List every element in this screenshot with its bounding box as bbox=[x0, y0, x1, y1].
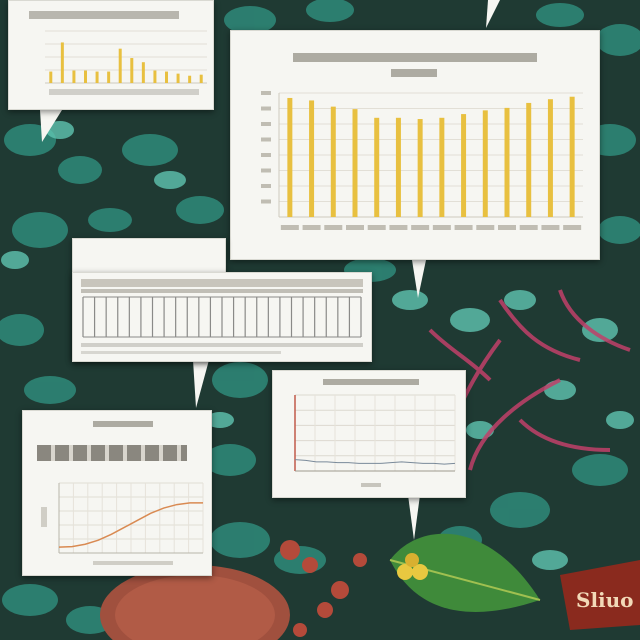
bar bbox=[95, 71, 99, 83]
blurred-y-label bbox=[41, 507, 47, 527]
bar bbox=[395, 117, 401, 217]
blurred-tick-label bbox=[261, 168, 271, 173]
red-berries bbox=[280, 540, 367, 637]
blurred-heading-band bbox=[37, 445, 187, 461]
blurred-tick-label bbox=[454, 225, 473, 230]
bar bbox=[130, 58, 134, 83]
s-curve-chart-card bbox=[22, 410, 212, 576]
blurred-tick-label bbox=[302, 225, 321, 230]
blurred-tick-label bbox=[261, 153, 271, 157]
series-line bbox=[58, 502, 203, 548]
blurred-tick-label bbox=[519, 225, 538, 230]
blurred-tick-label bbox=[476, 225, 495, 230]
sign-board bbox=[560, 560, 640, 630]
blurred-tick-label bbox=[411, 225, 430, 230]
blurred-tick-label bbox=[261, 199, 271, 204]
blurred-tick-label bbox=[261, 106, 271, 111]
bar bbox=[461, 114, 467, 217]
blurred-tick-label bbox=[346, 225, 364, 230]
bar bbox=[165, 71, 168, 83]
blurred-tick-label bbox=[367, 225, 386, 230]
bar bbox=[176, 73, 180, 83]
blurred-tick-label bbox=[261, 137, 271, 142]
blurred-tick-label bbox=[261, 91, 271, 95]
blurred-header-text bbox=[29, 11, 179, 19]
large-bar-chart-card bbox=[230, 30, 600, 260]
series-line bbox=[294, 459, 456, 465]
bar bbox=[417, 119, 423, 217]
bar bbox=[439, 117, 445, 217]
sign-text: Sliuo bbox=[576, 588, 634, 612]
spike-line-chart bbox=[294, 394, 456, 487]
bar bbox=[504, 107, 510, 217]
table-footer bbox=[81, 351, 281, 354]
s-curve-chart bbox=[41, 482, 204, 565]
blurred-title-line-2 bbox=[391, 69, 437, 77]
table-card-front bbox=[72, 272, 372, 362]
blurred-tick-label bbox=[324, 225, 343, 230]
blurred-title bbox=[323, 379, 419, 385]
bar bbox=[188, 75, 192, 83]
table-subheader bbox=[81, 289, 363, 293]
large-bar-chart bbox=[261, 91, 583, 230]
blurred-tick-label bbox=[389, 225, 408, 230]
bar bbox=[118, 48, 122, 83]
blurred-axis-label bbox=[49, 89, 199, 95]
bar bbox=[374, 117, 380, 217]
bar bbox=[287, 97, 293, 217]
bar bbox=[526, 102, 532, 217]
bar bbox=[482, 110, 488, 217]
blurred-tick-label bbox=[432, 225, 451, 230]
bar bbox=[49, 71, 53, 83]
card-pointers bbox=[40, 0, 500, 540]
tropical-leaf bbox=[389, 533, 541, 612]
table-grid bbox=[81, 279, 363, 354]
bar bbox=[309, 100, 315, 217]
small-bar-chart-card bbox=[8, 0, 214, 110]
blurred-title bbox=[93, 421, 153, 427]
bar bbox=[84, 70, 87, 83]
blurred-tick-label bbox=[498, 225, 516, 230]
blurred-axis-label bbox=[93, 561, 173, 565]
spike-line-chart-card bbox=[272, 370, 466, 498]
blurred-axis-label bbox=[361, 483, 381, 487]
blurred-tick-label bbox=[261, 122, 271, 126]
bar bbox=[547, 99, 553, 217]
bar bbox=[569, 96, 575, 217]
seed-pod bbox=[100, 565, 290, 640]
bar bbox=[72, 70, 76, 83]
blurred-title-line-1 bbox=[293, 53, 537, 62]
bar bbox=[330, 106, 336, 217]
bar bbox=[153, 70, 157, 83]
bar bbox=[60, 42, 64, 83]
blurred-tick-label bbox=[261, 184, 271, 188]
bar bbox=[107, 71, 111, 83]
bar bbox=[352, 109, 358, 217]
blurred-tick-label bbox=[541, 225, 560, 230]
bar bbox=[199, 74, 203, 83]
table-footer bbox=[81, 343, 363, 347]
blurred-tick-label bbox=[280, 225, 299, 230]
light-leaf-cluster bbox=[1, 121, 634, 570]
small-bar-chart bbox=[45, 30, 207, 95]
bar bbox=[141, 62, 145, 83]
blurred-tick-label bbox=[563, 225, 582, 230]
table-header bbox=[81, 279, 363, 287]
